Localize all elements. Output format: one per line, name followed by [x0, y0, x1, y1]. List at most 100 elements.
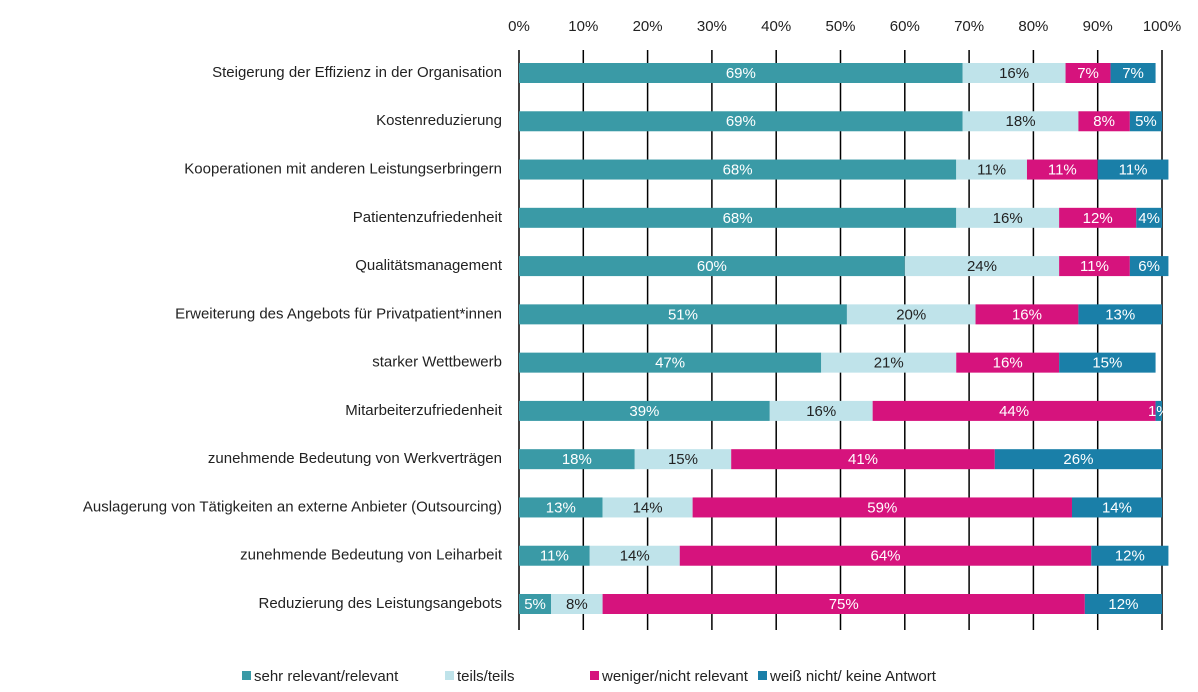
value-label: 16%	[1012, 306, 1042, 323]
bar-segment	[872, 400, 1156, 421]
bar-segment	[519, 159, 957, 180]
value-label: 14%	[1102, 499, 1132, 516]
value-label: 11%	[1119, 162, 1148, 179]
x-tick-label: 90%	[1083, 18, 1113, 35]
value-label: 5%	[524, 596, 546, 613]
legend-swatch	[590, 671, 599, 680]
value-label: 26%	[1063, 451, 1093, 468]
value-label: 16%	[993, 210, 1023, 227]
value-label: 12%	[1108, 596, 1138, 613]
bar-segment	[519, 207, 957, 228]
legend-swatch	[758, 671, 767, 680]
value-label: 11%	[1048, 162, 1077, 179]
value-label: 21%	[874, 355, 904, 372]
bar-segment	[589, 545, 680, 566]
value-label: 60%	[697, 258, 727, 275]
bar-segment	[962, 63, 1066, 83]
value-label: 12%	[1115, 548, 1145, 565]
bar-segment	[551, 594, 603, 614]
value-label: 18%	[562, 451, 592, 468]
bar-segment	[1155, 400, 1162, 421]
bar-segment	[994, 449, 1162, 470]
value-label: 16%	[806, 403, 836, 420]
value-label: 6%	[1138, 258, 1160, 275]
value-label: 59%	[867, 499, 897, 516]
bar-segment	[956, 352, 1060, 373]
legend-swatch	[242, 671, 251, 680]
bar-segment	[1110, 63, 1156, 83]
value-label: 18%	[1006, 113, 1036, 130]
x-tick-label: 70%	[954, 18, 984, 35]
value-label: 16%	[993, 355, 1023, 372]
value-label: 64%	[870, 548, 900, 565]
bar-segment	[1059, 207, 1137, 228]
value-label: 15%	[1092, 355, 1122, 372]
value-label: 39%	[629, 403, 659, 420]
bar-segment	[519, 352, 822, 373]
x-tick-label: 10%	[568, 18, 598, 35]
value-label: 16%	[999, 65, 1029, 82]
value-label: 68%	[723, 210, 753, 227]
category-label: Reduzierung des Leistungsangebots	[258, 595, 502, 612]
value-label: 8%	[1093, 113, 1115, 130]
value-label: 13%	[546, 499, 576, 516]
value-label: 20%	[896, 306, 926, 323]
value-label: 11%	[977, 162, 1006, 179]
legend-swatch	[445, 671, 454, 680]
bar-segment	[679, 545, 1092, 566]
bar-segment	[692, 497, 1072, 518]
value-label: 24%	[967, 258, 997, 275]
value-label: 1%	[1148, 403, 1170, 420]
bar-segment	[519, 497, 603, 518]
value-label: 14%	[620, 548, 650, 565]
x-tick-label: 30%	[697, 18, 727, 35]
bar-segment	[519, 545, 590, 566]
category-label: zunehmende Bedeutung von Werkverträgen	[208, 450, 502, 467]
x-tick-label: 0%	[508, 18, 530, 35]
x-tick-label: 20%	[633, 18, 663, 35]
bar-segment	[519, 63, 963, 83]
category-label: Kooperationen mit anderen Leistungserbri…	[184, 161, 502, 178]
grid	[518, 50, 1163, 630]
bar-segment	[1097, 159, 1169, 180]
bar-segment	[519, 594, 552, 614]
bar-segment	[1078, 304, 1162, 325]
value-label: 41%	[848, 451, 878, 468]
value-label: 69%	[726, 65, 756, 82]
bar-segment	[1091, 545, 1169, 566]
bar-segment	[1078, 111, 1130, 132]
bar-segment	[1059, 256, 1130, 277]
bar-segment	[956, 159, 1027, 180]
bar-segment	[1071, 497, 1162, 518]
value-label: 4%	[1138, 210, 1160, 227]
bar-segment	[602, 497, 693, 518]
category-label: Qualitätsmanagement	[355, 257, 503, 274]
category-label: Auslagerung von Tätigkeiten an externe A…	[83, 498, 502, 515]
value-label: 44%	[999, 403, 1029, 420]
bar-segment	[519, 111, 963, 132]
value-label: 68%	[723, 162, 753, 179]
value-label: 5%	[1135, 113, 1157, 130]
bar-segment	[1129, 256, 1169, 277]
x-tick-label: 100%	[1143, 18, 1181, 35]
category-label: Mitarbeiterzufriedenheit	[345, 402, 503, 419]
value-label: 15%	[668, 451, 698, 468]
value-label: 14%	[633, 499, 663, 516]
bar-segment	[519, 449, 635, 470]
value-label: 12%	[1083, 210, 1113, 227]
value-label: 13%	[1105, 306, 1135, 323]
category-label: Steigerung der Effizienz in der Organisa…	[212, 64, 502, 81]
bar-segment	[769, 400, 873, 421]
bar-segment	[1065, 63, 1111, 83]
bar-segment	[975, 304, 1079, 325]
bar-segment	[956, 207, 1060, 228]
value-label: 11%	[1080, 258, 1109, 275]
x-tick-label: 60%	[890, 18, 920, 35]
category-label: Patientenzufriedenheit	[353, 209, 503, 226]
bar-segment	[1129, 111, 1162, 132]
legend-label: weniger/nicht relevant	[601, 668, 749, 685]
bar-segment	[1059, 352, 1156, 373]
value-label: 7%	[1077, 65, 1099, 82]
bar-segment	[731, 449, 995, 470]
bar-segment	[821, 352, 957, 373]
